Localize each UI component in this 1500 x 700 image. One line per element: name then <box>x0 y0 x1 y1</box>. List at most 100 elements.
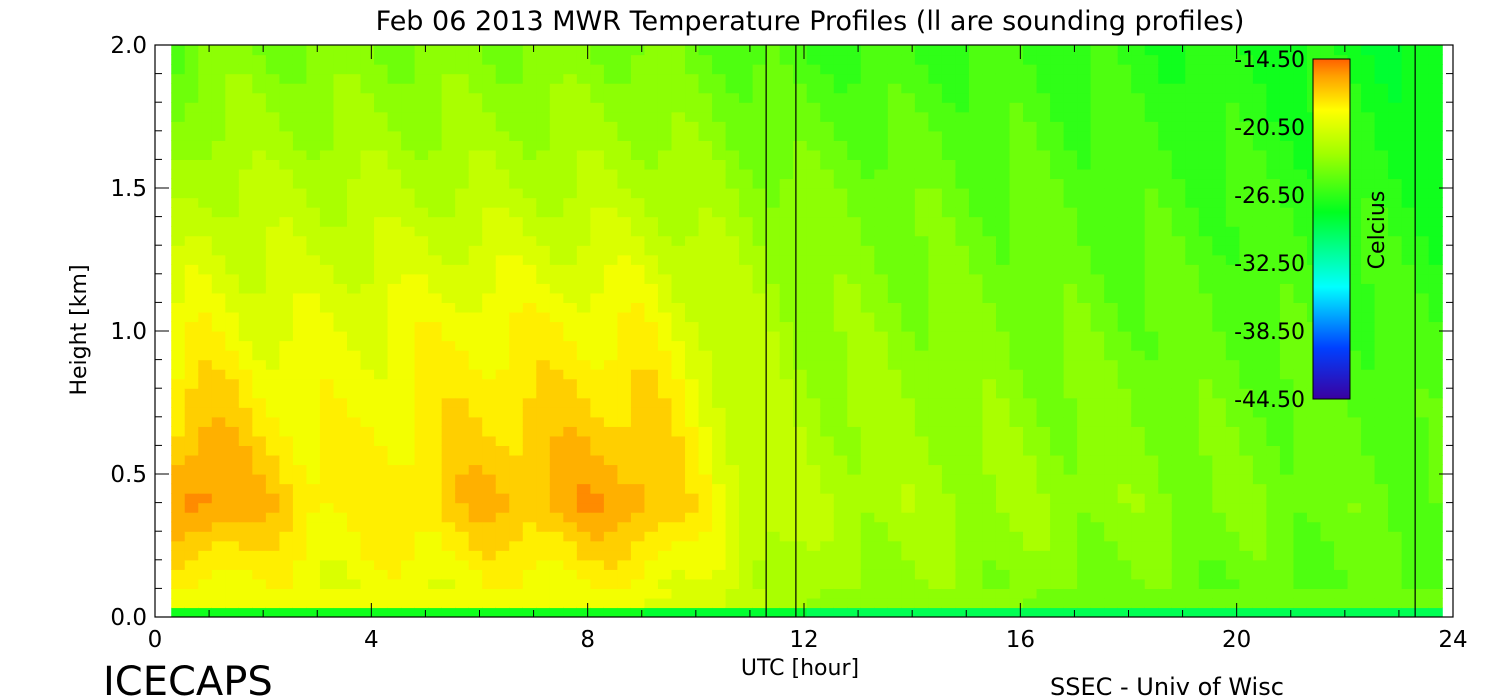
heatmap-cell <box>1266 407 1281 418</box>
heatmap-cell <box>563 273 578 284</box>
heatmap-cell <box>1009 216 1024 227</box>
heatmap-cell <box>820 73 835 84</box>
heatmap-cell <box>482 569 497 580</box>
heatmap-cell <box>874 207 889 218</box>
heatmap-cell <box>171 378 186 389</box>
heatmap-cell <box>887 426 902 437</box>
heatmap-cell <box>657 474 673 485</box>
heatmap-cell <box>346 273 362 284</box>
heatmap-cell <box>1077 226 1092 237</box>
heatmap-cell <box>549 149 564 160</box>
heatmap-cell <box>265 597 280 609</box>
heatmap-cell <box>860 588 875 599</box>
heatmap-cell <box>1266 464 1281 475</box>
heatmap-cell <box>184 264 199 275</box>
heatmap-cell <box>1023 474 1038 485</box>
heatmap-cell <box>360 149 375 160</box>
heatmap-cell <box>1252 283 1268 294</box>
heatmap-cell <box>1077 92 1092 103</box>
heatmap-cell <box>982 531 997 542</box>
heatmap-cell <box>1131 369 1146 380</box>
heatmap-cell <box>1239 435 1254 446</box>
heatmap-cell <box>360 531 375 542</box>
heatmap-cell <box>603 512 619 523</box>
heatmap-cell <box>901 588 916 599</box>
heatmap-cell <box>306 474 321 485</box>
heatmap-cell <box>1036 531 1051 542</box>
heatmap-cell <box>1279 64 1295 75</box>
heatmap-cell <box>238 226 253 237</box>
heatmap-cell <box>698 331 713 342</box>
heatmap-cell <box>198 73 213 84</box>
heatmap-cell <box>495 321 510 332</box>
heatmap-cell <box>401 207 416 218</box>
heatmap-cell <box>1212 388 1227 399</box>
heatmap-cell <box>590 540 605 551</box>
heatmap-cell <box>725 321 740 332</box>
heatmap-cell <box>333 102 348 113</box>
heatmap-cell <box>887 235 902 246</box>
heatmap-cell <box>617 207 632 218</box>
heatmap-cell <box>671 540 686 551</box>
heatmap-cell <box>333 340 348 351</box>
heatmap-cell <box>184 607 199 617</box>
heatmap-cell <box>292 350 308 361</box>
heatmap-cell <box>428 388 443 399</box>
heatmap-cell <box>509 435 524 446</box>
heatmap-cell <box>333 159 348 170</box>
heatmap-cell <box>725 359 740 370</box>
heatmap-cell <box>725 483 740 494</box>
heatmap-cell <box>1077 331 1092 342</box>
heatmap-cell <box>333 235 348 246</box>
heatmap-cell <box>1009 311 1024 323</box>
heatmap-cell <box>292 92 308 103</box>
heatmap-cell <box>806 435 821 446</box>
heatmap-cell <box>1158 550 1173 561</box>
heatmap-cell <box>346 454 362 466</box>
heatmap-cell <box>603 464 619 475</box>
heatmap-cell <box>860 416 875 427</box>
heatmap-cell <box>522 540 537 551</box>
heatmap-cell <box>1050 397 1065 408</box>
heatmap-cell <box>238 178 253 189</box>
heatmap-cell <box>225 597 240 609</box>
heatmap-cell <box>306 302 321 313</box>
heatmap-cell <box>914 292 929 303</box>
heatmap-cell <box>360 512 375 523</box>
heatmap-cell <box>603 607 619 617</box>
heatmap-cell <box>1158 216 1173 227</box>
heatmap-cell <box>860 397 875 408</box>
heatmap-cell <box>1198 140 1213 151</box>
heatmap-cell <box>549 464 564 475</box>
heatmap-cell <box>860 435 875 446</box>
heatmap-cell <box>171 388 186 399</box>
heatmap-cell <box>1279 121 1295 132</box>
heatmap-cell <box>603 273 619 284</box>
heatmap-cell <box>820 435 835 446</box>
heatmap-cell <box>1185 264 1200 275</box>
heatmap-cell <box>995 502 1011 513</box>
heatmap-cell <box>955 149 970 160</box>
heatmap-cell <box>211 226 226 237</box>
heatmap-cell <box>1063 569 1078 580</box>
heatmap-cell <box>1144 388 1159 399</box>
heatmap-cell <box>522 454 537 466</box>
heatmap-cell <box>698 369 713 380</box>
heatmap-cell <box>820 121 835 132</box>
heatmap-cell <box>685 159 700 170</box>
heatmap-cell <box>1104 464 1119 475</box>
heatmap-cell <box>279 540 294 551</box>
heatmap-cell <box>887 483 902 494</box>
heatmap-cell <box>603 111 619 122</box>
heatmap-cell <box>1117 159 1132 170</box>
heatmap-cell <box>522 302 537 313</box>
heatmap-cell <box>509 111 524 122</box>
heatmap-cell <box>698 407 713 418</box>
heatmap-cell <box>374 512 389 523</box>
heatmap-cell <box>1090 407 1105 418</box>
heatmap-cell <box>522 378 537 389</box>
heatmap-cell <box>1266 188 1281 199</box>
heatmap-cell <box>1252 445 1268 456</box>
heatmap-cell <box>536 283 551 294</box>
heatmap-cell <box>1090 235 1105 246</box>
